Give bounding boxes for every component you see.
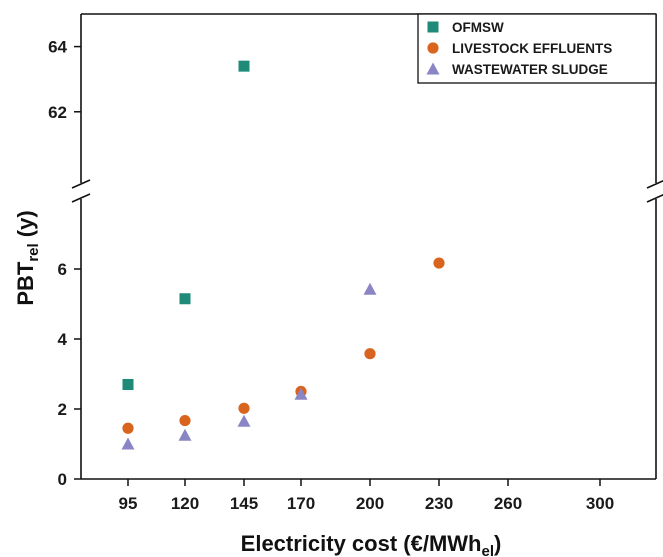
axis-break-right-lower <box>646 194 663 203</box>
y-tick-label-64: 64 <box>48 38 67 57</box>
point-livestock-effluents-145 <box>238 402 250 414</box>
legend-marker-wastewater-sludge <box>426 62 440 75</box>
x-tick-label-230: 230 <box>425 494 453 513</box>
point-wastewater-sludge-120 <box>178 428 192 441</box>
x-tick-label-260: 260 <box>494 494 522 513</box>
point-wastewater-sludge-200 <box>363 282 377 295</box>
point-ofmsw-95 <box>122 379 134 390</box>
x-tick-label-200: 200 <box>356 494 384 513</box>
legend-box <box>417 13 657 84</box>
axis-break-right-upper <box>646 180 663 189</box>
axis-break-left-upper <box>71 179 91 189</box>
legend-label-ofmsw: OFMSW <box>452 20 504 35</box>
point-ofmsw-120 <box>179 293 191 305</box>
x-tick-label-170: 170 <box>287 494 315 513</box>
y-axis-title: PBTrel (y) <box>13 210 42 305</box>
x-axis-title: Electricity cost (€/MWhel) <box>241 531 502 557</box>
x-tick-label-95: 95 <box>119 494 138 513</box>
legend-marker-livestock-effluents <box>427 42 439 54</box>
legend-marker-ofmsw <box>427 21 439 33</box>
y-tick-label-62: 62 <box>48 103 67 122</box>
point-wastewater-sludge-95 <box>121 437 135 450</box>
point-ofmsw-145 <box>238 60 250 72</box>
y-axis: 0 2 4 6 62 64 <box>48 38 81 489</box>
point-wastewater-sludge-145 <box>237 414 251 427</box>
point-wastewater-sludge-170 <box>294 387 308 400</box>
x-tick-label-145: 145 <box>230 494 258 513</box>
axis-break-left-lower <box>71 193 91 203</box>
plot-frame <box>71 13 663 480</box>
x-tick-label-300: 300 <box>586 494 614 513</box>
y-tick-label-2: 2 <box>58 400 67 419</box>
point-livestock-effluents-120 <box>179 414 191 427</box>
x-tick-label-120: 120 <box>171 494 199 513</box>
y-tick-label-6: 6 <box>58 260 67 279</box>
legend: OFMSW LIVESTOCK EFFLUENTS WASTEWATER SLUDG… <box>417 13 657 84</box>
y-tick-label-4: 4 <box>58 330 68 349</box>
y-tick-label-0: 0 <box>58 470 67 489</box>
legend-label-wastewater-sludge: WASTEWATER SLUDGE <box>452 62 608 77</box>
x-axis: 95 120 145 170 200 230 260 300 <box>119 479 614 513</box>
legend-label-livestock-effluents: LIVESTOCK EFFLUENTS <box>452 41 612 56</box>
point-livestock-effluents-95 <box>122 422 134 434</box>
data-points <box>121 60 445 450</box>
point-livestock-effluents-230 <box>433 257 445 269</box>
point-livestock-effluents-200 <box>364 348 376 360</box>
